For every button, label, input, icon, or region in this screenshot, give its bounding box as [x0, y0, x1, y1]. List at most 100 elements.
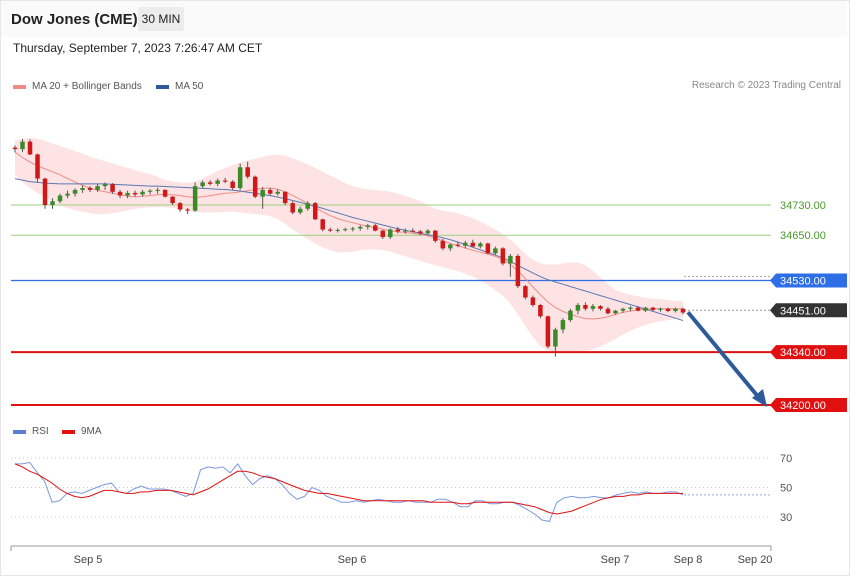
candle-body	[433, 230, 438, 241]
candle-body	[373, 225, 378, 231]
legend-rsi: RSI	[13, 426, 49, 437]
candle-body	[170, 196, 175, 204]
candle-body	[95, 186, 100, 190]
candle-body	[418, 231, 423, 234]
candle-body	[260, 189, 265, 197]
candle-body	[192, 186, 198, 211]
candle-body	[665, 308, 671, 312]
candle-body	[72, 189, 78, 194]
candle-body	[327, 229, 333, 231]
candle-body	[282, 191, 288, 204]
last-price-tag	[770, 303, 847, 318]
candle-body	[42, 178, 48, 205]
candle-body	[358, 226, 363, 229]
candle-body	[245, 167, 250, 177]
candle-body	[410, 230, 416, 232]
forecast-arrow-head	[752, 389, 767, 407]
rsi-tick-label: 70	[780, 453, 792, 465]
candle-body	[658, 308, 663, 310]
candle-body	[215, 180, 220, 184]
candle-body	[643, 307, 648, 311]
candle-body	[500, 248, 506, 264]
candle-body	[237, 167, 243, 189]
instrument-title: Dow Jones (CME)	[11, 11, 138, 28]
candle-body	[673, 308, 678, 312]
candle-body	[267, 189, 273, 194]
legend-ma20-swatch	[13, 84, 26, 89]
candle-body	[102, 184, 108, 187]
candle-body	[207, 182, 213, 184]
candle-body	[87, 188, 93, 190]
pivot-tag	[770, 273, 847, 288]
ma50-line	[14, 178, 684, 321]
resistance-2-label: 34730.00	[780, 200, 826, 212]
candle-body	[185, 209, 190, 211]
x-tick-label: Sep 7	[601, 554, 630, 566]
support-1-tag	[770, 345, 847, 360]
candle-body	[35, 154, 40, 179]
candle-body	[20, 141, 25, 150]
candle-body	[628, 307, 633, 309]
candle-body	[425, 230, 431, 234]
candle-body	[583, 305, 588, 309]
candle-body	[290, 203, 295, 213]
copyright-text: Research © 2023 Trading Central	[691, 80, 841, 91]
candle-body	[478, 243, 483, 247]
candle-body	[613, 310, 618, 314]
x-tick-label: Sep 5	[74, 554, 103, 566]
candle-body	[80, 188, 85, 190]
legend-rsi-swatch	[13, 429, 26, 434]
candle-body	[545, 316, 551, 347]
legend-ma20-label: MA 20 + Bollinger Bands	[32, 81, 142, 92]
candle-body	[598, 306, 603, 309]
candle-body	[485, 243, 491, 254]
candle-body	[297, 208, 303, 213]
rsi-tick-label: 30	[780, 512, 792, 524]
rsi-ma-line	[14, 463, 683, 515]
legend-rsi-ma: 9MA	[62, 426, 102, 437]
candle-body	[440, 240, 446, 249]
candle-body	[350, 228, 356, 230]
candle-body	[162, 189, 168, 197]
x-tick-label: Sep 8	[674, 554, 703, 566]
legend-ma50-label: MA 50	[175, 81, 204, 92]
candle-body	[320, 219, 325, 230]
candle-body	[200, 182, 205, 187]
candle-body	[230, 181, 235, 189]
support-1-label: 34340.00	[780, 347, 826, 359]
interval-badge[interactable]: 30 MIN	[138, 7, 184, 31]
candle-body	[508, 255, 513, 264]
candle-body	[493, 248, 498, 254]
candle-body	[117, 191, 123, 196]
candle-body	[455, 244, 461, 246]
candle-body	[65, 193, 70, 196]
candle-body	[515, 255, 521, 287]
legend-ma50: MA 50	[156, 81, 203, 92]
candle-body	[590, 306, 596, 309]
candle-body	[132, 192, 138, 195]
candle-body	[252, 176, 258, 197]
candle-body	[335, 229, 340, 231]
candle-body	[538, 305, 543, 317]
candle-body	[155, 189, 160, 191]
chart-datetime: Thursday, September 7, 2023 7:26:47 AM C…	[13, 41, 263, 55]
candle-body	[380, 230, 386, 238]
candle-body	[50, 201, 55, 205]
candle-body	[680, 308, 686, 313]
legend-ma50-swatch	[156, 84, 169, 89]
legend-rsi-ma-swatch	[62, 429, 75, 434]
candle-body	[125, 192, 130, 196]
candle-body	[395, 229, 401, 232]
x-tick-label: Sep 6	[338, 554, 367, 566]
candle-body	[275, 191, 280, 194]
candle-body	[147, 190, 153, 192]
support-2-label: 34200.00	[780, 400, 826, 412]
candle-body	[365, 225, 371, 227]
candle-body	[222, 180, 228, 182]
candle-body	[12, 147, 18, 150]
candle-body	[575, 305, 581, 311]
candle-body	[463, 242, 468, 246]
x-tick-label: Sep 20	[738, 554, 773, 566]
chart-header: Dow Jones (CME) 30 MIN	[1, 1, 847, 37]
